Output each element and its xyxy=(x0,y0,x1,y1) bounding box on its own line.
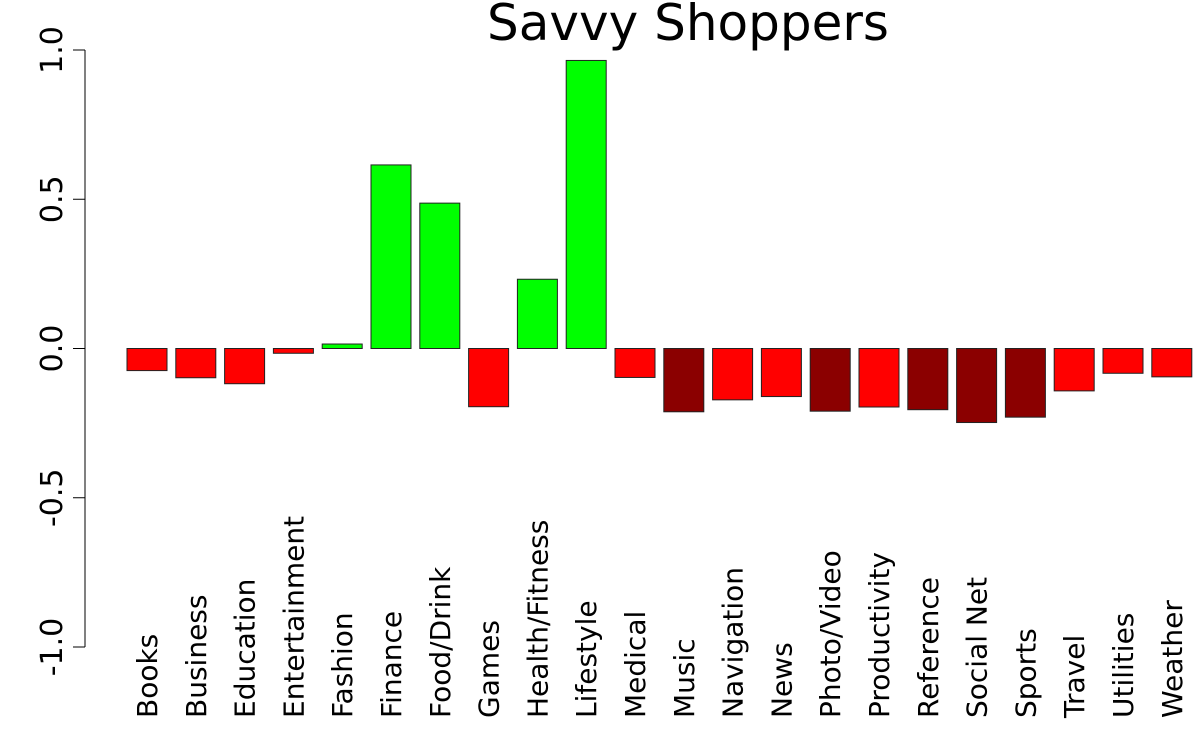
category-label: Photo/Video xyxy=(814,550,847,718)
bar-news xyxy=(760,348,802,398)
bars xyxy=(126,59,1193,424)
y-tick-label: -1.0 xyxy=(35,618,70,677)
category-label: Fashion xyxy=(326,612,359,718)
category-label: Reference xyxy=(912,577,945,718)
bar-fashion xyxy=(321,343,363,349)
y-tick-label: 0.5 xyxy=(35,175,70,223)
bar-weather xyxy=(1151,348,1193,378)
category-label: Finance xyxy=(375,611,408,718)
chart-title: Savvy Shoppers xyxy=(487,0,889,52)
y-tick-label: 1.0 xyxy=(35,26,70,74)
bar-health-fitness xyxy=(516,278,558,349)
category-label: Medical xyxy=(619,611,652,718)
category-label: Business xyxy=(180,595,213,718)
y-tick-label: 0.0 xyxy=(35,325,70,373)
bar-travel xyxy=(1053,348,1095,392)
category-label: Health/Fitness xyxy=(521,520,554,718)
category-label: Social Net xyxy=(961,577,994,718)
category-label: Travel xyxy=(1058,635,1091,719)
category-label: Books xyxy=(131,634,164,718)
category-label: Food/Drink xyxy=(424,566,457,718)
bar-books xyxy=(126,348,168,372)
category-label: Utilities xyxy=(1107,613,1140,718)
bar-sports xyxy=(1004,348,1046,418)
bar-lifestyle xyxy=(565,59,607,349)
category-label: Navigation xyxy=(717,567,750,718)
bar-navigation xyxy=(712,348,754,401)
bar-reference xyxy=(907,348,949,411)
category-label: Games xyxy=(473,620,506,718)
bar-photo-video xyxy=(809,348,851,412)
bar-social-net xyxy=(956,348,998,424)
bar-entertainment xyxy=(272,348,314,354)
bar-finance xyxy=(370,164,412,349)
category-label: Weather xyxy=(1156,600,1189,718)
category-label: Sports xyxy=(1009,628,1042,718)
category-label: Education xyxy=(229,579,262,718)
bar-utilities xyxy=(1102,348,1144,374)
category-label: News xyxy=(765,642,798,718)
bar-music xyxy=(663,348,705,413)
category-label: Entertainment xyxy=(277,516,310,718)
bar-food-drink xyxy=(419,202,461,349)
category-labels: Books Business Education Entertainment Fashi… xyxy=(131,516,1189,719)
category-label: Lifestyle xyxy=(570,600,603,718)
category-label: Music xyxy=(668,638,701,718)
bar-education xyxy=(224,348,266,385)
bar-games xyxy=(468,348,510,408)
y-axis: -1.0 -0.5 0.0 0.5 1.0 xyxy=(35,26,86,677)
bar-productivity xyxy=(858,348,900,408)
y-tick-label: -0.5 xyxy=(35,468,70,527)
category-label: Productivity xyxy=(863,552,896,718)
bar-medical xyxy=(614,348,656,378)
bar-business xyxy=(175,348,217,379)
